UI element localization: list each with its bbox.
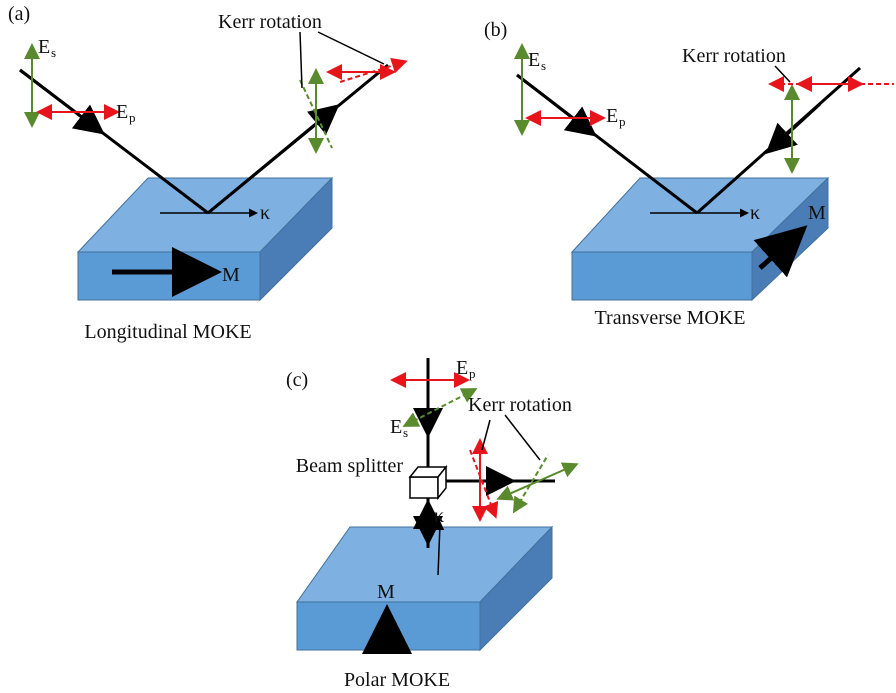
ep-sub: p bbox=[619, 114, 626, 129]
beam-arrow bbox=[517, 75, 592, 133]
panel-title: Polar MOKE bbox=[344, 669, 450, 691]
sample-front bbox=[572, 252, 752, 300]
pointer bbox=[300, 32, 302, 88]
es-field bbox=[406, 390, 474, 425]
panel-label: (c) bbox=[286, 369, 308, 391]
pointer bbox=[318, 32, 384, 64]
panel-b: (b) Kerr rotation E s E p κ M Transverse… bbox=[484, 19, 894, 329]
es-sub: s bbox=[51, 45, 56, 60]
es-label: E bbox=[390, 416, 402, 438]
ep-sub: p bbox=[469, 366, 476, 381]
ep-label: E bbox=[116, 101, 128, 123]
k-label: κ bbox=[434, 505, 444, 527]
kerr-label: Kerr rotation bbox=[468, 394, 572, 416]
pointer bbox=[505, 415, 540, 460]
m-label: M bbox=[808, 202, 826, 224]
beam-splitter-cube bbox=[410, 467, 446, 498]
beam-arrow bbox=[770, 104, 820, 150]
es-label: E bbox=[528, 49, 540, 71]
es-sub: s bbox=[541, 58, 546, 73]
panel-c: (c) Kerr rotation E p E s Beam splitter … bbox=[286, 357, 575, 691]
pointer bbox=[775, 66, 790, 82]
panel-title: Longitudinal MOKE bbox=[84, 321, 251, 343]
ep-label: E bbox=[456, 357, 468, 379]
panel-label: (b) bbox=[484, 19, 507, 41]
panel-title: Transverse MOKE bbox=[595, 307, 746, 329]
ep-label: E bbox=[606, 105, 618, 127]
es-sub: s bbox=[403, 425, 408, 440]
panel-a: (a) Kerr rotation E s E p κ M Longitudin… bbox=[8, 3, 404, 343]
moke-diagram: (a) Kerr rotation E s E p κ M Longitudin… bbox=[0, 0, 896, 693]
pointer bbox=[482, 420, 490, 450]
k-label: κ bbox=[260, 202, 270, 224]
ep-sub: p bbox=[129, 110, 136, 125]
splitter-label: Beam splitter bbox=[296, 455, 404, 477]
kerr-label: Kerr rotation bbox=[682, 45, 786, 67]
k-label: κ bbox=[750, 202, 760, 224]
es-label: E bbox=[38, 36, 50, 58]
m-label: M bbox=[377, 581, 395, 603]
panel-label: (a) bbox=[8, 3, 30, 25]
kerr-label: Kerr rotation bbox=[218, 11, 322, 33]
m-label: M bbox=[222, 264, 240, 286]
